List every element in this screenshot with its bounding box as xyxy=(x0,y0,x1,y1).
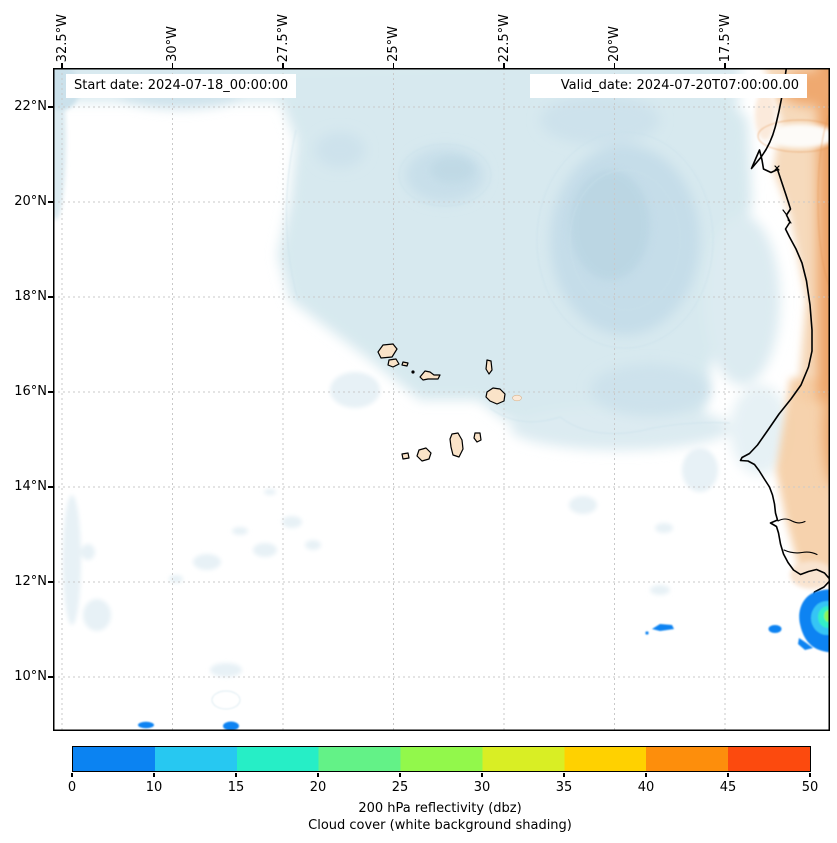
x-tick-label: 30°W xyxy=(165,26,180,62)
colorbar-tick-label: 0 xyxy=(67,780,77,795)
y-tick-mark xyxy=(47,391,53,393)
x-tick-label: 20°W xyxy=(607,26,622,62)
map-frame xyxy=(53,68,830,731)
colorbar-tick-label: 25 xyxy=(391,780,409,795)
y-tick-label: 16°N xyxy=(14,384,47,399)
valid-date-label: Valid_date: 2024-07-20T07:00:00.00 xyxy=(530,74,807,98)
x-tick-label: 22.5°W xyxy=(496,13,512,62)
colorbar-tick-label: 20 xyxy=(309,780,327,795)
y-tick-mark xyxy=(47,486,53,488)
x-tick-label: 27.5°W xyxy=(275,13,291,62)
x-tick-mark xyxy=(503,62,505,68)
x-tick-mark xyxy=(613,62,616,68)
y-tick-label: 10°N xyxy=(14,669,47,684)
african-coastline xyxy=(739,68,830,623)
colorbar xyxy=(71,745,811,772)
x-tick-label: 17.5°W xyxy=(717,13,733,62)
cloud-shading-layer xyxy=(53,68,790,710)
y-tick-label: 20°N xyxy=(14,194,47,209)
y-tick-label: 14°N xyxy=(14,479,47,494)
colorbar-tick-label: 35 xyxy=(555,780,573,795)
colorbar-subtitle: Cloud cover (white background shading) xyxy=(308,817,572,833)
colorbar-tick-label: 15 xyxy=(227,780,245,795)
reflectivity-cells xyxy=(138,589,830,731)
cape-verde-islands xyxy=(377,343,522,462)
x-tick-mark xyxy=(282,62,284,68)
y-tick-mark xyxy=(47,581,53,583)
colorbar-tick-label: 45 xyxy=(719,780,737,795)
x-tick-label: 32.5°W xyxy=(54,13,70,62)
faint-cloud-patches xyxy=(63,372,718,677)
colorbar-tick-label: 30 xyxy=(473,780,491,795)
start-date-label: Start date: 2024-07-18_00:00:00 xyxy=(66,74,297,98)
x-tick-label: 25°W xyxy=(386,26,401,62)
y-tick-mark xyxy=(47,106,53,108)
y-tick-label: 12°N xyxy=(14,574,47,589)
x-tick-mark xyxy=(392,62,395,68)
y-tick-mark xyxy=(47,201,53,203)
land-shading-layer xyxy=(755,68,830,589)
colorbar-title: 200 hPa reflectivity (dbz) xyxy=(358,801,522,816)
x-tick-mark xyxy=(724,62,726,68)
land-contour-lines xyxy=(757,111,830,289)
y-tick-label: 22°N xyxy=(14,99,47,114)
colorbar-tick-label: 10 xyxy=(145,780,163,795)
y-tick-label: 18°N xyxy=(14,289,47,304)
colorbar-tick-label: 40 xyxy=(637,780,655,795)
graticule xyxy=(53,68,830,731)
colorbar-tick-label: 50 xyxy=(801,780,819,795)
cloud-contour-lines xyxy=(53,72,731,710)
x-tick-mark xyxy=(171,62,174,68)
x-tick-mark xyxy=(61,62,63,68)
y-tick-mark xyxy=(47,676,53,678)
y-tick-mark xyxy=(47,296,53,298)
